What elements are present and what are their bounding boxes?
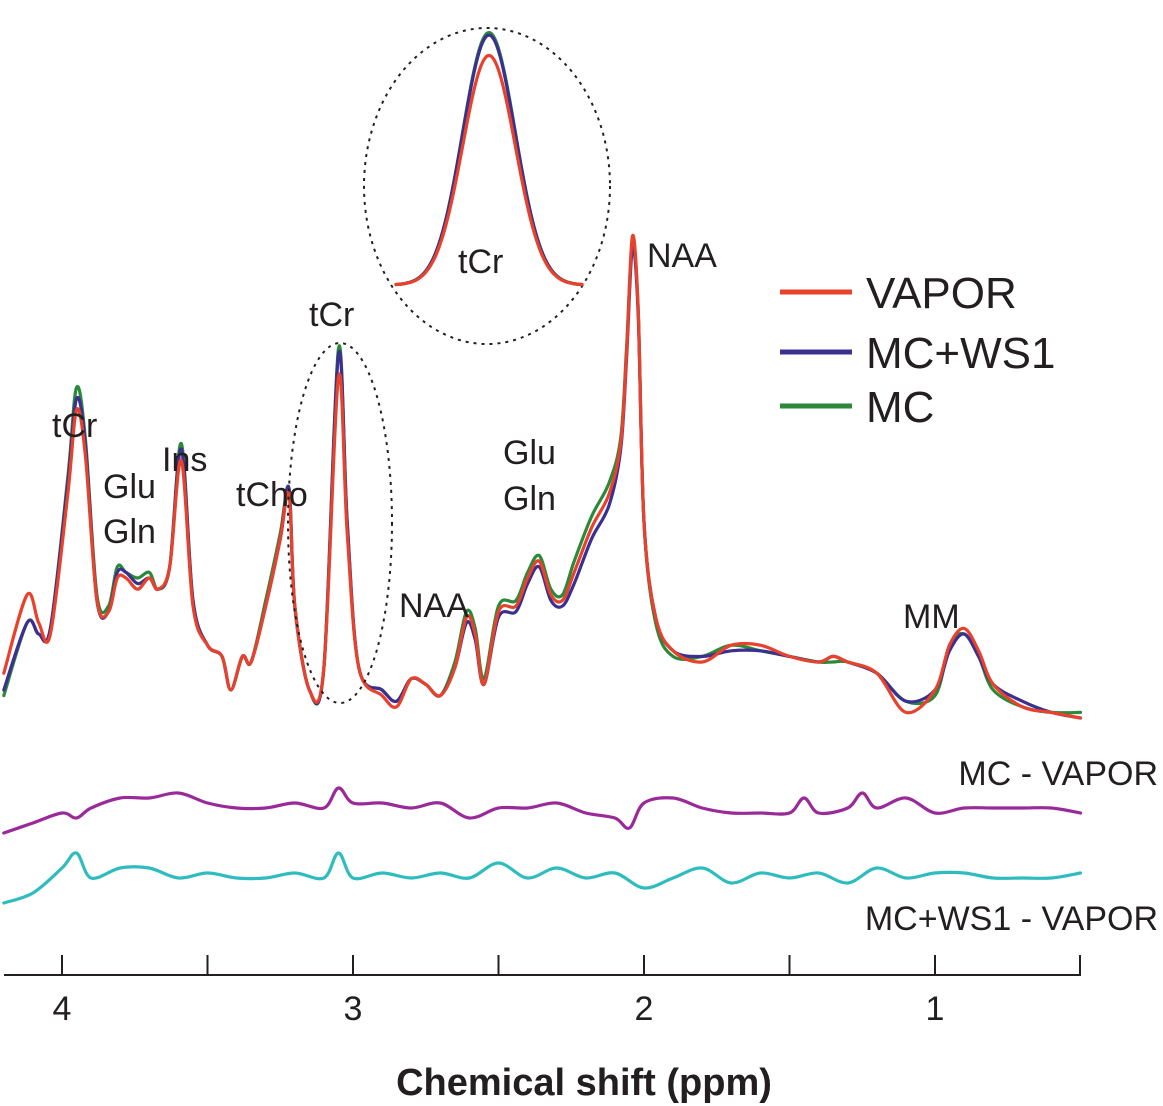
trace-mc-vapor <box>2 786 1083 835</box>
annotation-tcr-2: tCr <box>309 296 354 334</box>
annotation-glu-2: Glu <box>503 434 556 472</box>
tcr-peak-ellipse <box>287 342 393 704</box>
tick-label-2: 2 <box>635 990 654 1028</box>
inset-trace-vapor <box>394 53 584 287</box>
tick-label-4: 4 <box>53 990 72 1028</box>
annotation-gln-2: Gln <box>503 480 556 518</box>
inset-ellipse <box>363 27 611 345</box>
tick-label-3: 3 <box>344 990 363 1028</box>
legend-label-vapor: VAPOR <box>866 269 1017 318</box>
legend: VAPOR MC+WS1 MC <box>780 269 1055 432</box>
annotation-mm: MM <box>903 598 960 636</box>
difference-label-mcws1: MC+WS1 - VAPOR <box>865 900 1158 938</box>
annotation-tcho: tCho <box>236 476 308 514</box>
legend-label-mc: MC <box>866 383 934 432</box>
x-axis-title: Chemical shift (ppm) <box>396 1062 772 1104</box>
trace-mc-ws1-vapor <box>2 851 1083 905</box>
difference-label-mc: MC - VAPOR <box>958 755 1158 793</box>
annotation-ins: Ins <box>162 441 207 479</box>
annotation-naa-2: NAA <box>399 587 469 625</box>
annotation-naa-1: NAA <box>647 237 717 275</box>
legend-label-mc-ws1: MC+WS1 <box>866 329 1055 378</box>
annotation-glu-1: Glu <box>103 468 156 506</box>
x-axis-ticks: 4 3 2 1 <box>53 955 1081 1028</box>
annotation-gln-1: Gln <box>103 513 156 551</box>
peak-annotations: tCr Glu Gln Ins tCho tCr NAA Glu Gln NAA… <box>52 237 1158 938</box>
tcr-inset <box>287 27 611 704</box>
tick-label-1: 1 <box>926 990 945 1028</box>
x-axis: 4 3 2 1 Chemical shift (ppm) <box>4 955 1081 1104</box>
annotation-tcr-1: tCr <box>52 407 97 445</box>
inset-label: tCr <box>458 243 503 281</box>
spectra-traces <box>2 233 1083 905</box>
trace-vapor <box>2 233 1083 720</box>
